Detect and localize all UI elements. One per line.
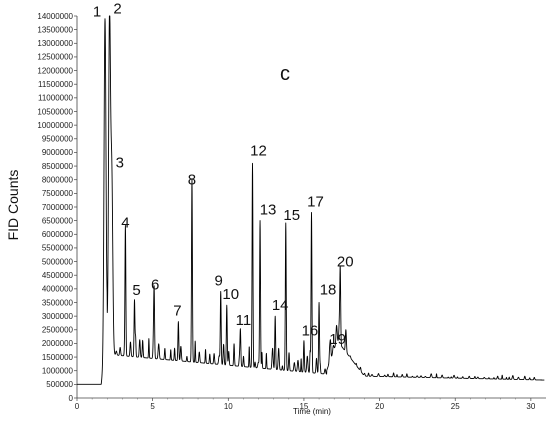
y-tick-label: 9000000 [42,148,74,157]
peak-label-4: 4 [121,215,129,232]
y-tick-label: 3000000 [42,312,74,321]
y-tick-label: 500000 [46,380,73,389]
peak-label-17: 17 [307,193,324,210]
x-tick-labels: 0 5 10 15 20 25 30 [75,398,536,411]
y-tick-label: 13000000 [37,39,73,48]
peak-label-8: 8 [188,172,196,189]
peak-label-19: 19 [329,331,346,348]
peak-label-20: 20 [337,253,354,270]
y-tick-label: 1500000 [42,353,74,362]
y-tick-label: 3500000 [42,298,74,307]
peak-label-13: 13 [260,202,277,219]
y-tick-label: 10000000 [37,121,73,130]
peak-label-18: 18 [320,282,337,299]
y-tick-label: 9500000 [42,135,74,144]
y-tick-label: 2000000 [42,339,74,348]
y-tick-label: 6500000 [42,216,74,225]
y-tick-label: 5500000 [42,244,74,253]
x-tick-label: 15 [299,402,308,411]
panel-letter: c [280,63,290,85]
y-tick-label: 12000000 [37,66,73,75]
peak-label-6: 6 [151,277,159,294]
peak-label-15: 15 [283,207,300,224]
y-tick-label: 8000000 [42,176,74,185]
fid-trace-line [76,15,545,385]
y-tick-label: 14000000 [37,12,73,21]
y-tick-label: 11000000 [38,94,74,103]
y-tick-label: 2500000 [42,326,74,335]
peak-label-1: 1 [93,4,101,21]
y-tick-label: 12500000 [37,53,73,62]
y-tick-label: 8500000 [42,162,74,171]
peak-label-16: 16 [302,323,319,340]
x-tick-label: 30 [526,402,535,411]
y-tick-label: 13500000 [37,25,73,34]
y-tick-label: 1000000 [42,367,74,376]
y-tick-label: 7000000 [42,203,74,212]
y-tick-label: 4000000 [42,285,74,294]
y-tick-label: 6000000 [42,230,74,239]
y-tick-label: 10500000 [37,107,73,116]
x-tick-label: 20 [375,402,384,411]
peak-label-12: 12 [250,142,267,159]
peak-label-9: 9 [215,273,223,290]
y-tick-labels: 0 500000 1000000 1500000 2000000 2500000 30000… [37,12,77,403]
peak-label-14: 14 [272,297,289,314]
x-tick-label: 5 [150,402,155,411]
y-axis-title: FID Counts [5,170,21,241]
peak-label-2: 2 [113,0,121,17]
x-axis-title: Time (min) [293,407,331,416]
y-tick-label: 4500000 [42,271,74,280]
peak-label-10: 10 [222,286,239,303]
peak-label-3: 3 [116,155,124,172]
peak-label-11: 11 [236,312,252,329]
x-tick-label: 0 [75,402,80,411]
y-tick-label: 0 [69,394,74,403]
x-tick-label: 10 [224,402,233,411]
peak-label-5: 5 [132,282,140,299]
y-tick-label: 7500000 [42,189,74,198]
y-tick-label: 11500000 [38,80,74,89]
x-tick-label: 25 [451,402,460,411]
y-tick-label: 5000000 [42,257,74,266]
peak-label-7: 7 [173,303,181,320]
